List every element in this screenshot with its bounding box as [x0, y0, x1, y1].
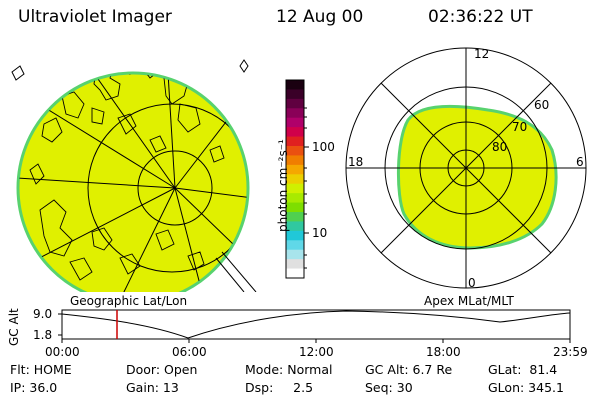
colorbar-cell — [286, 230, 304, 241]
info-gain: Gain: 13 — [126, 380, 179, 395]
colorbar-cell — [286, 117, 304, 128]
altitude-xtick-2359: 23:59 — [553, 345, 588, 359]
colorbar-cell — [286, 193, 304, 204]
colorbar-cell — [286, 155, 304, 166]
info-glon: GLon: 345.1 — [488, 380, 564, 395]
mlat-label-70: 70 — [512, 120, 528, 134]
altitude-xtick-0000: 00:00 — [45, 345, 80, 359]
coastline-outlines — [29, 74, 225, 281]
info-ip: IP: 36.0 — [10, 380, 58, 395]
colorbar-cell — [286, 240, 304, 251]
geographic-map — [11, 59, 257, 292]
colorbar-tick-10: 10 — [312, 226, 328, 240]
altitude-xtick-1200: 12:00 — [299, 345, 334, 359]
colorbar-cell — [286, 80, 304, 91]
colorbar-cell — [286, 127, 304, 138]
info-glat: GLat: 81.4 — [488, 362, 558, 377]
altitude-xticks — [58, 313, 571, 343]
mlat-label-60: 60 — [534, 98, 550, 112]
instrument-title: Ultraviolet Imager — [18, 7, 172, 27]
colorbar-cell — [286, 136, 304, 147]
colorbar-frame — [285, 79, 305, 279]
colorbar-cell — [286, 108, 304, 119]
colorbar-ticks — [304, 107, 309, 269]
colorbar-cell — [286, 146, 304, 157]
info-dsp: Dsp: 2.5 — [245, 380, 314, 395]
info-gc-alt: GC Alt: 6.7 Re — [365, 362, 453, 377]
colorbar-cell — [286, 174, 304, 185]
mlt-label-18: 18 — [348, 155, 364, 169]
info-flight: Flt: HOME — [10, 362, 72, 377]
mlt-label-12: 12 — [474, 47, 490, 61]
altitude-ylabel: GC Alt — [7, 308, 21, 346]
colorbar-cell — [286, 89, 304, 100]
altitude-ytick-low: 1.8 — [33, 328, 53, 342]
info-mode: Mode: Normal — [245, 362, 333, 377]
mlt-label-6: 6 — [576, 155, 584, 169]
apex-polar-plot — [345, 47, 587, 289]
altitude-xtick-1800: 18:00 — [426, 345, 461, 359]
coast-outside — [11, 59, 257, 292]
colorbar-cell — [286, 249, 304, 260]
colorbar-cell — [286, 202, 304, 213]
info-seq: Seq: 30 — [365, 380, 413, 395]
altitude-xtick-0600: 06:00 — [172, 345, 207, 359]
colorbar — [285, 79, 309, 279]
altitude-plot — [58, 309, 571, 343]
mlt-label-0: 0 — [468, 276, 476, 290]
colorbar-unit-label: photon cm⁻²s⁻¹ — [276, 139, 290, 232]
geo-panel-label: Geographic Lat/Lon — [70, 294, 188, 308]
aurora-disk — [16, 71, 250, 292]
altitude-ytick-high: 9.0 — [33, 307, 53, 321]
graticule — [19, 74, 247, 292]
polar-grid — [345, 47, 587, 289]
mlat-label-80: 80 — [492, 140, 508, 154]
colorbar-cell — [286, 164, 304, 175]
colorbar-cell — [286, 98, 304, 109]
time-label: 02:36:22 UT — [428, 7, 533, 27]
altitude-curve — [61, 310, 571, 339]
colorbar-cell — [286, 183, 304, 194]
colorbar-cell — [286, 259, 304, 270]
colorbar-tick-100: 100 — [312, 140, 335, 154]
date-label: 12 Aug 00 — [276, 7, 364, 27]
colorbar-cell — [286, 268, 304, 279]
colorbar-cell — [286, 212, 304, 223]
info-door: Door: Open — [126, 362, 198, 377]
colorbar-cell — [286, 221, 304, 232]
auroral-oval — [396, 104, 558, 250]
apex-panel-label: Apex MLat/MLT — [424, 294, 514, 308]
